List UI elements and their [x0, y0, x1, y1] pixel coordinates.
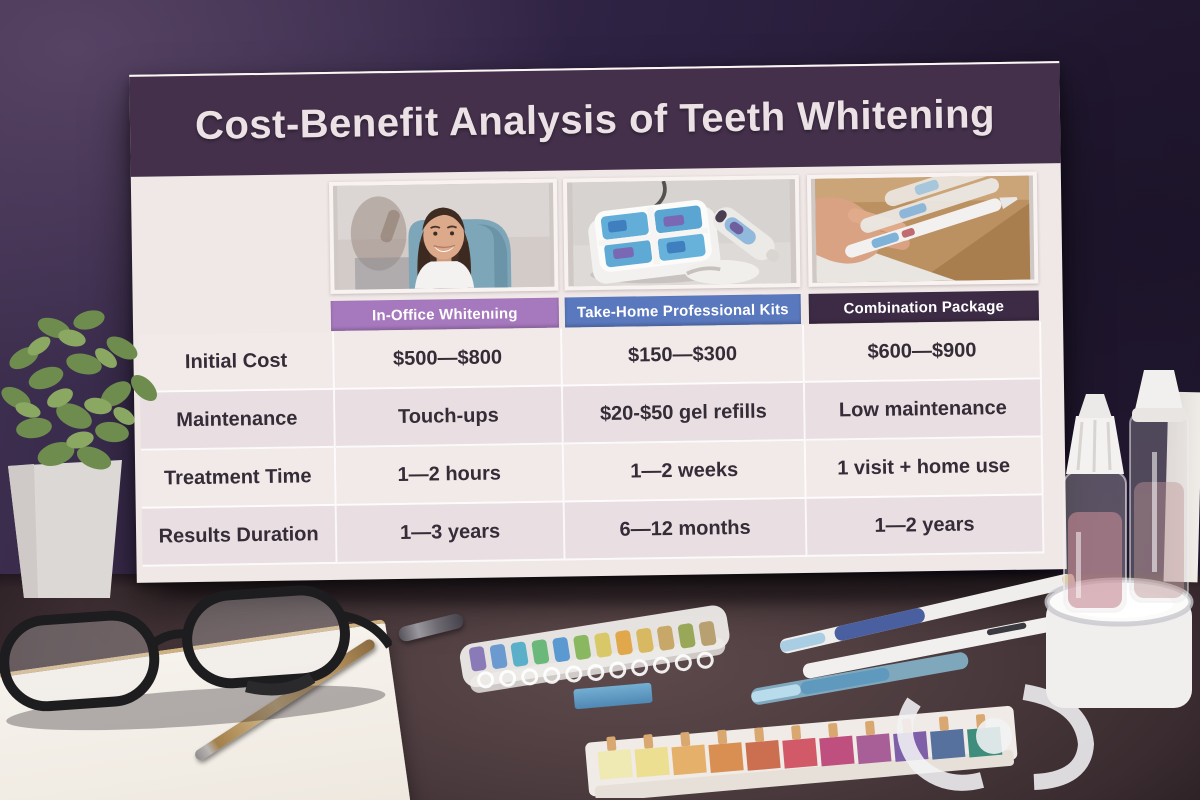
pens — [845, 175, 1018, 258]
title-band: Cost-Benefit Analysis of Teeth Whitening — [129, 63, 1061, 177]
column-header-in-office: In-Office Whitenıing — [330, 297, 560, 331]
column-header-take-home: Take-Home Professional Kits — [564, 293, 802, 328]
whitening-pens-illustration — [815, 175, 1031, 283]
comparison-table: Initial Cost $500—$800 $150—$300 $600—$9… — [139, 321, 1045, 567]
chart-swatches — [597, 726, 1003, 780]
table-cell: 6—12 months — [564, 498, 808, 561]
plant-leaves-light — [15, 329, 135, 449]
potted-plant — [1, 310, 157, 598]
page-title: Cost-Benefit Analysis of Teeth Whitening — [194, 91, 996, 148]
table-cell: Low maintenance — [804, 379, 1043, 441]
table-cell: 1—2 weeks — [563, 440, 807, 503]
column-take-home: Take-Home Professional Kits — [562, 175, 802, 328]
column-header-combination: Combination Package — [808, 290, 1040, 324]
table-cell: 1—2 hours — [335, 444, 565, 506]
whitening-pens-pair — [751, 573, 1087, 705]
comparison-board: Cost-Benefit Analysis of Teeth Whitening — [129, 61, 1067, 583]
column-in-office: In-Office Whitenıing — [328, 178, 560, 331]
table-cell: 1 visit + home use — [805, 437, 1044, 499]
table-row: Results Duration 1—3 years 6—12 months 1… — [141, 495, 1045, 567]
row-label: Initial Cost — [139, 331, 335, 393]
table-cell: $500—$800 — [334, 328, 563, 390]
table-cell: $150—$300 — [562, 324, 805, 387]
photo-woman-in-dental-chair — [328, 178, 559, 294]
shade-tabs — [469, 621, 717, 672]
gel-tray — [588, 199, 721, 284]
column-combination: Combination Package — [806, 171, 1040, 324]
table-cell: $20-$50 gel refills — [562, 382, 806, 445]
woman-dental-chair-illustration — [337, 182, 551, 290]
table-cell: 1—2 years — [806, 495, 1045, 557]
photo-whitening-pens-in-hand — [806, 171, 1039, 287]
gel-syringe-device — [713, 207, 780, 263]
dropper-bottles — [1063, 370, 1189, 613]
whitening-kit-illustration — [572, 179, 792, 287]
table-cell: $600—$900 — [804, 321, 1042, 383]
pen-translucent-blue — [751, 652, 969, 705]
plant-leaves — [1, 310, 157, 470]
eyeglasses — [0, 585, 394, 731]
row-label: Results Duration — [141, 505, 338, 567]
photo-take-home-kit — [562, 175, 801, 291]
bottle-front — [1063, 394, 1127, 613]
tooth-shade-guide — [459, 605, 730, 693]
bottle-back — [1129, 370, 1189, 603]
tab-loops — [477, 651, 714, 689]
table-cell: Touch-ups — [334, 386, 564, 448]
row-label: Treatment Time — [140, 447, 337, 509]
row-label: Maintenance — [139, 389, 336, 451]
